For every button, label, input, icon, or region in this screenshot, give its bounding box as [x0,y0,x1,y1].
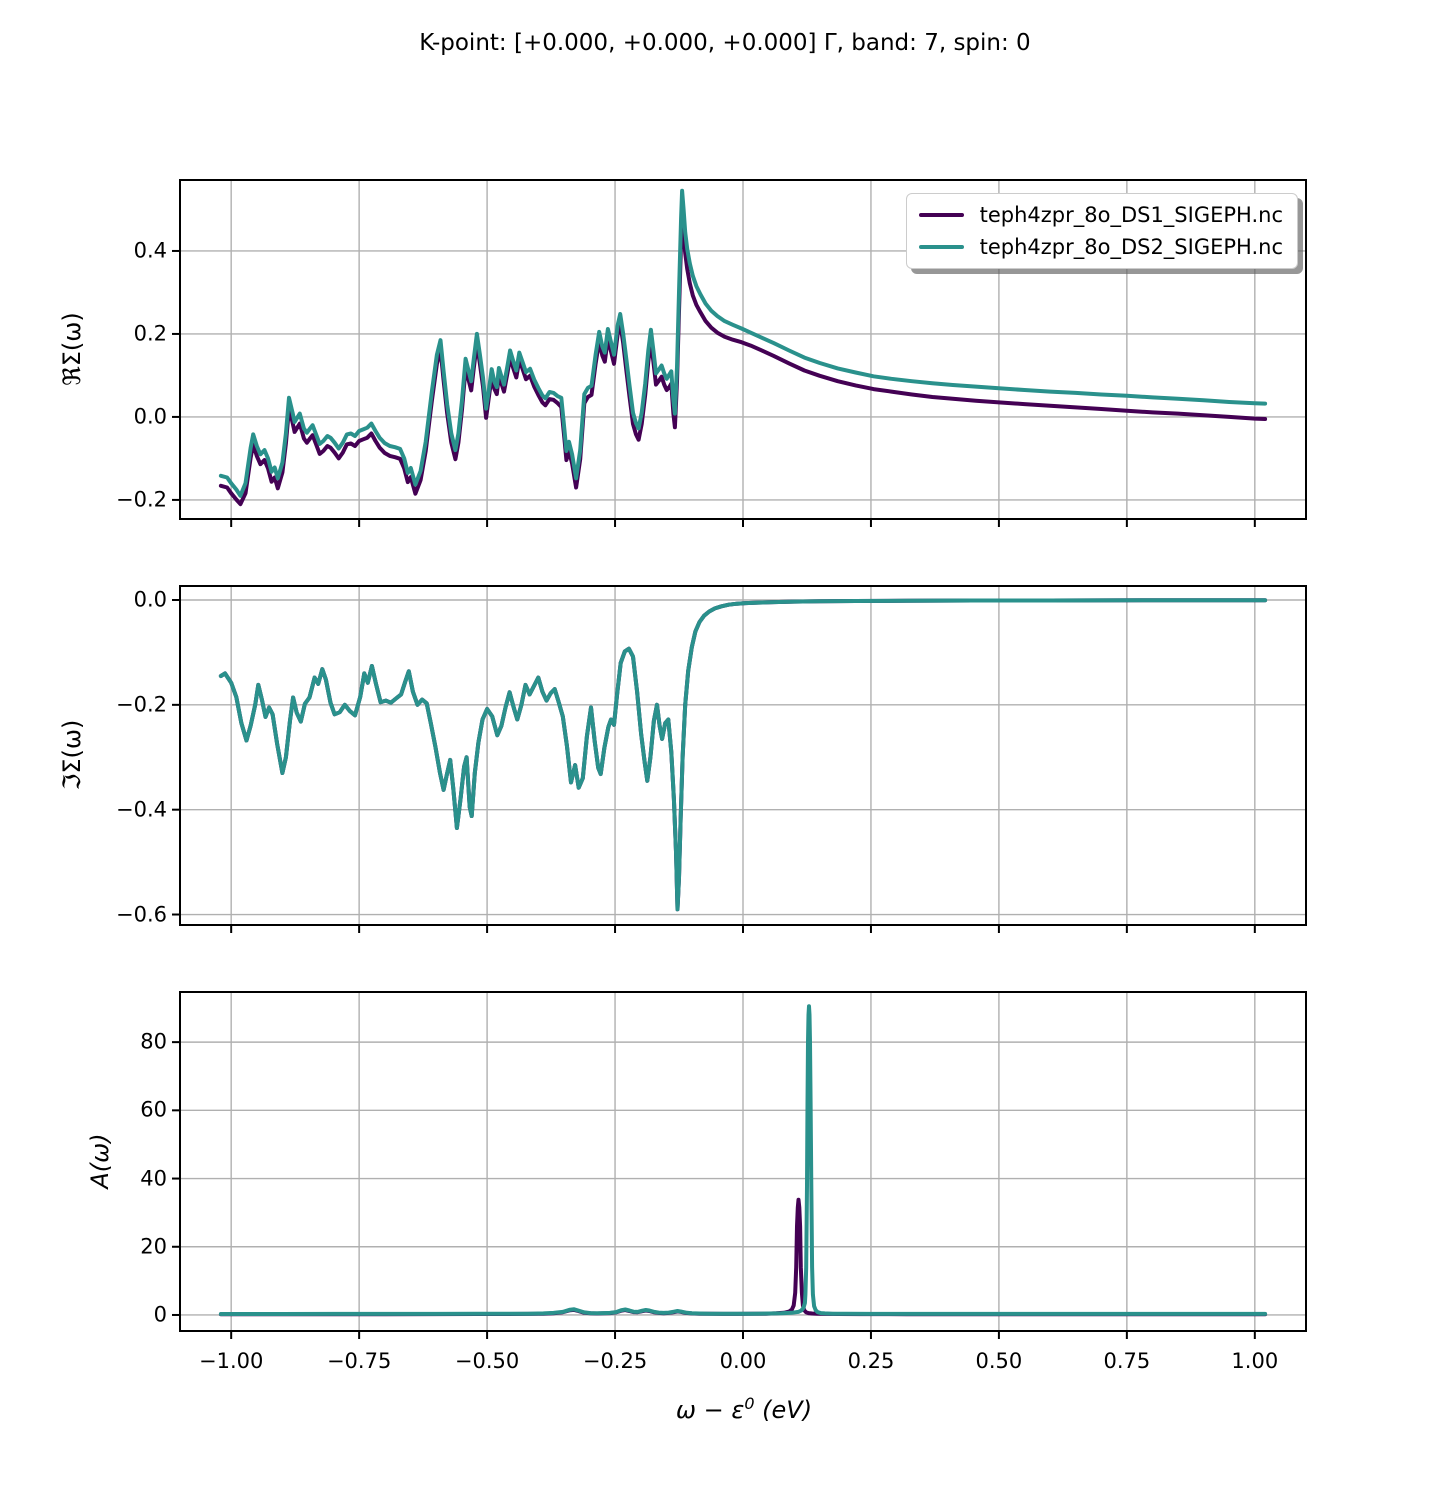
legend-line-swatch-ds1 [918,212,964,218]
y-tick-label: 0.0 [133,587,167,612]
x-tick-label: −0.50 [454,1349,520,1373]
ylabel-spectral-function-text: A(ω) [86,1133,114,1189]
xlabel-pre: ω − ε [675,1396,745,1424]
y-tick-label: 80 [140,1029,167,1054]
legend-line-swatch-ds2 [918,244,964,250]
y-tick-label: 40 [140,1166,167,1191]
xlabel-sup: 0 [744,1394,755,1413]
curve-ds2-plot1 [218,598,1268,912]
subplot-0 [172,179,1307,527]
x-tick-label: 0.50 [975,1349,1023,1373]
y-tick-label: 60 [140,1097,167,1122]
y-tick-label: −0.4 [116,797,167,822]
ylabel-spectral-function: A(ω) [86,1133,114,1188]
figure-title: K-point: [+0.000, +0.000, +0.000] Γ, ban… [419,30,1031,56]
y-tick-label: −0.2 [116,487,167,512]
y-tick-label: 0 [153,1302,167,1327]
legend-item-ds2: teph4zpr_8o_DS2_SIGEPH.nc [918,234,1283,260]
y-tick-label: 0.0 [133,404,167,429]
x-tick-label: 0.25 [847,1349,895,1373]
x-tick-label: −1.00 [198,1349,264,1373]
subplot-1 [172,585,1307,933]
legend-label-ds2: teph4zpr_8o_DS2_SIGEPH.nc [979,235,1283,259]
legend-label-ds1: teph4zpr_8o_DS1_SIGEPH.nc [979,203,1283,227]
x-tick-label: −0.25 [582,1349,648,1373]
ylabel-re-sigma: ℜΣ(ω) [58,312,86,386]
y-tick-label: 0.2 [133,321,167,346]
curve-ds1-plot0 [218,211,1268,507]
xlabel: ω − ε0 (eV) [676,1394,812,1424]
curve-ds2-plot2 [218,1004,1268,1316]
subplot-2 [172,991,1307,1339]
y-tick-label: 0.4 [133,238,167,263]
y-tick-label: −0.2 [116,692,167,717]
x-tick-label: 0.75 [1103,1349,1151,1373]
legend-box: teph4zpr_8o_DS1_SIGEPH.nc teph4zpr_8o_DS… [905,193,1298,269]
x-tick-label: 0.00 [719,1349,767,1373]
y-tick-label: 20 [140,1234,167,1259]
y-tick-label: −0.6 [116,902,167,927]
ylabel-im-sigma: ℑΣ(ω) [58,719,86,791]
xlabel-post: (eV) [754,1396,813,1424]
x-tick-label: 1.00 [1231,1349,1279,1373]
curve-ds2-plot0 [218,188,1268,498]
legend-item-ds1: teph4zpr_8o_DS1_SIGEPH.nc [918,202,1283,228]
x-tick-label: −0.75 [326,1349,392,1373]
